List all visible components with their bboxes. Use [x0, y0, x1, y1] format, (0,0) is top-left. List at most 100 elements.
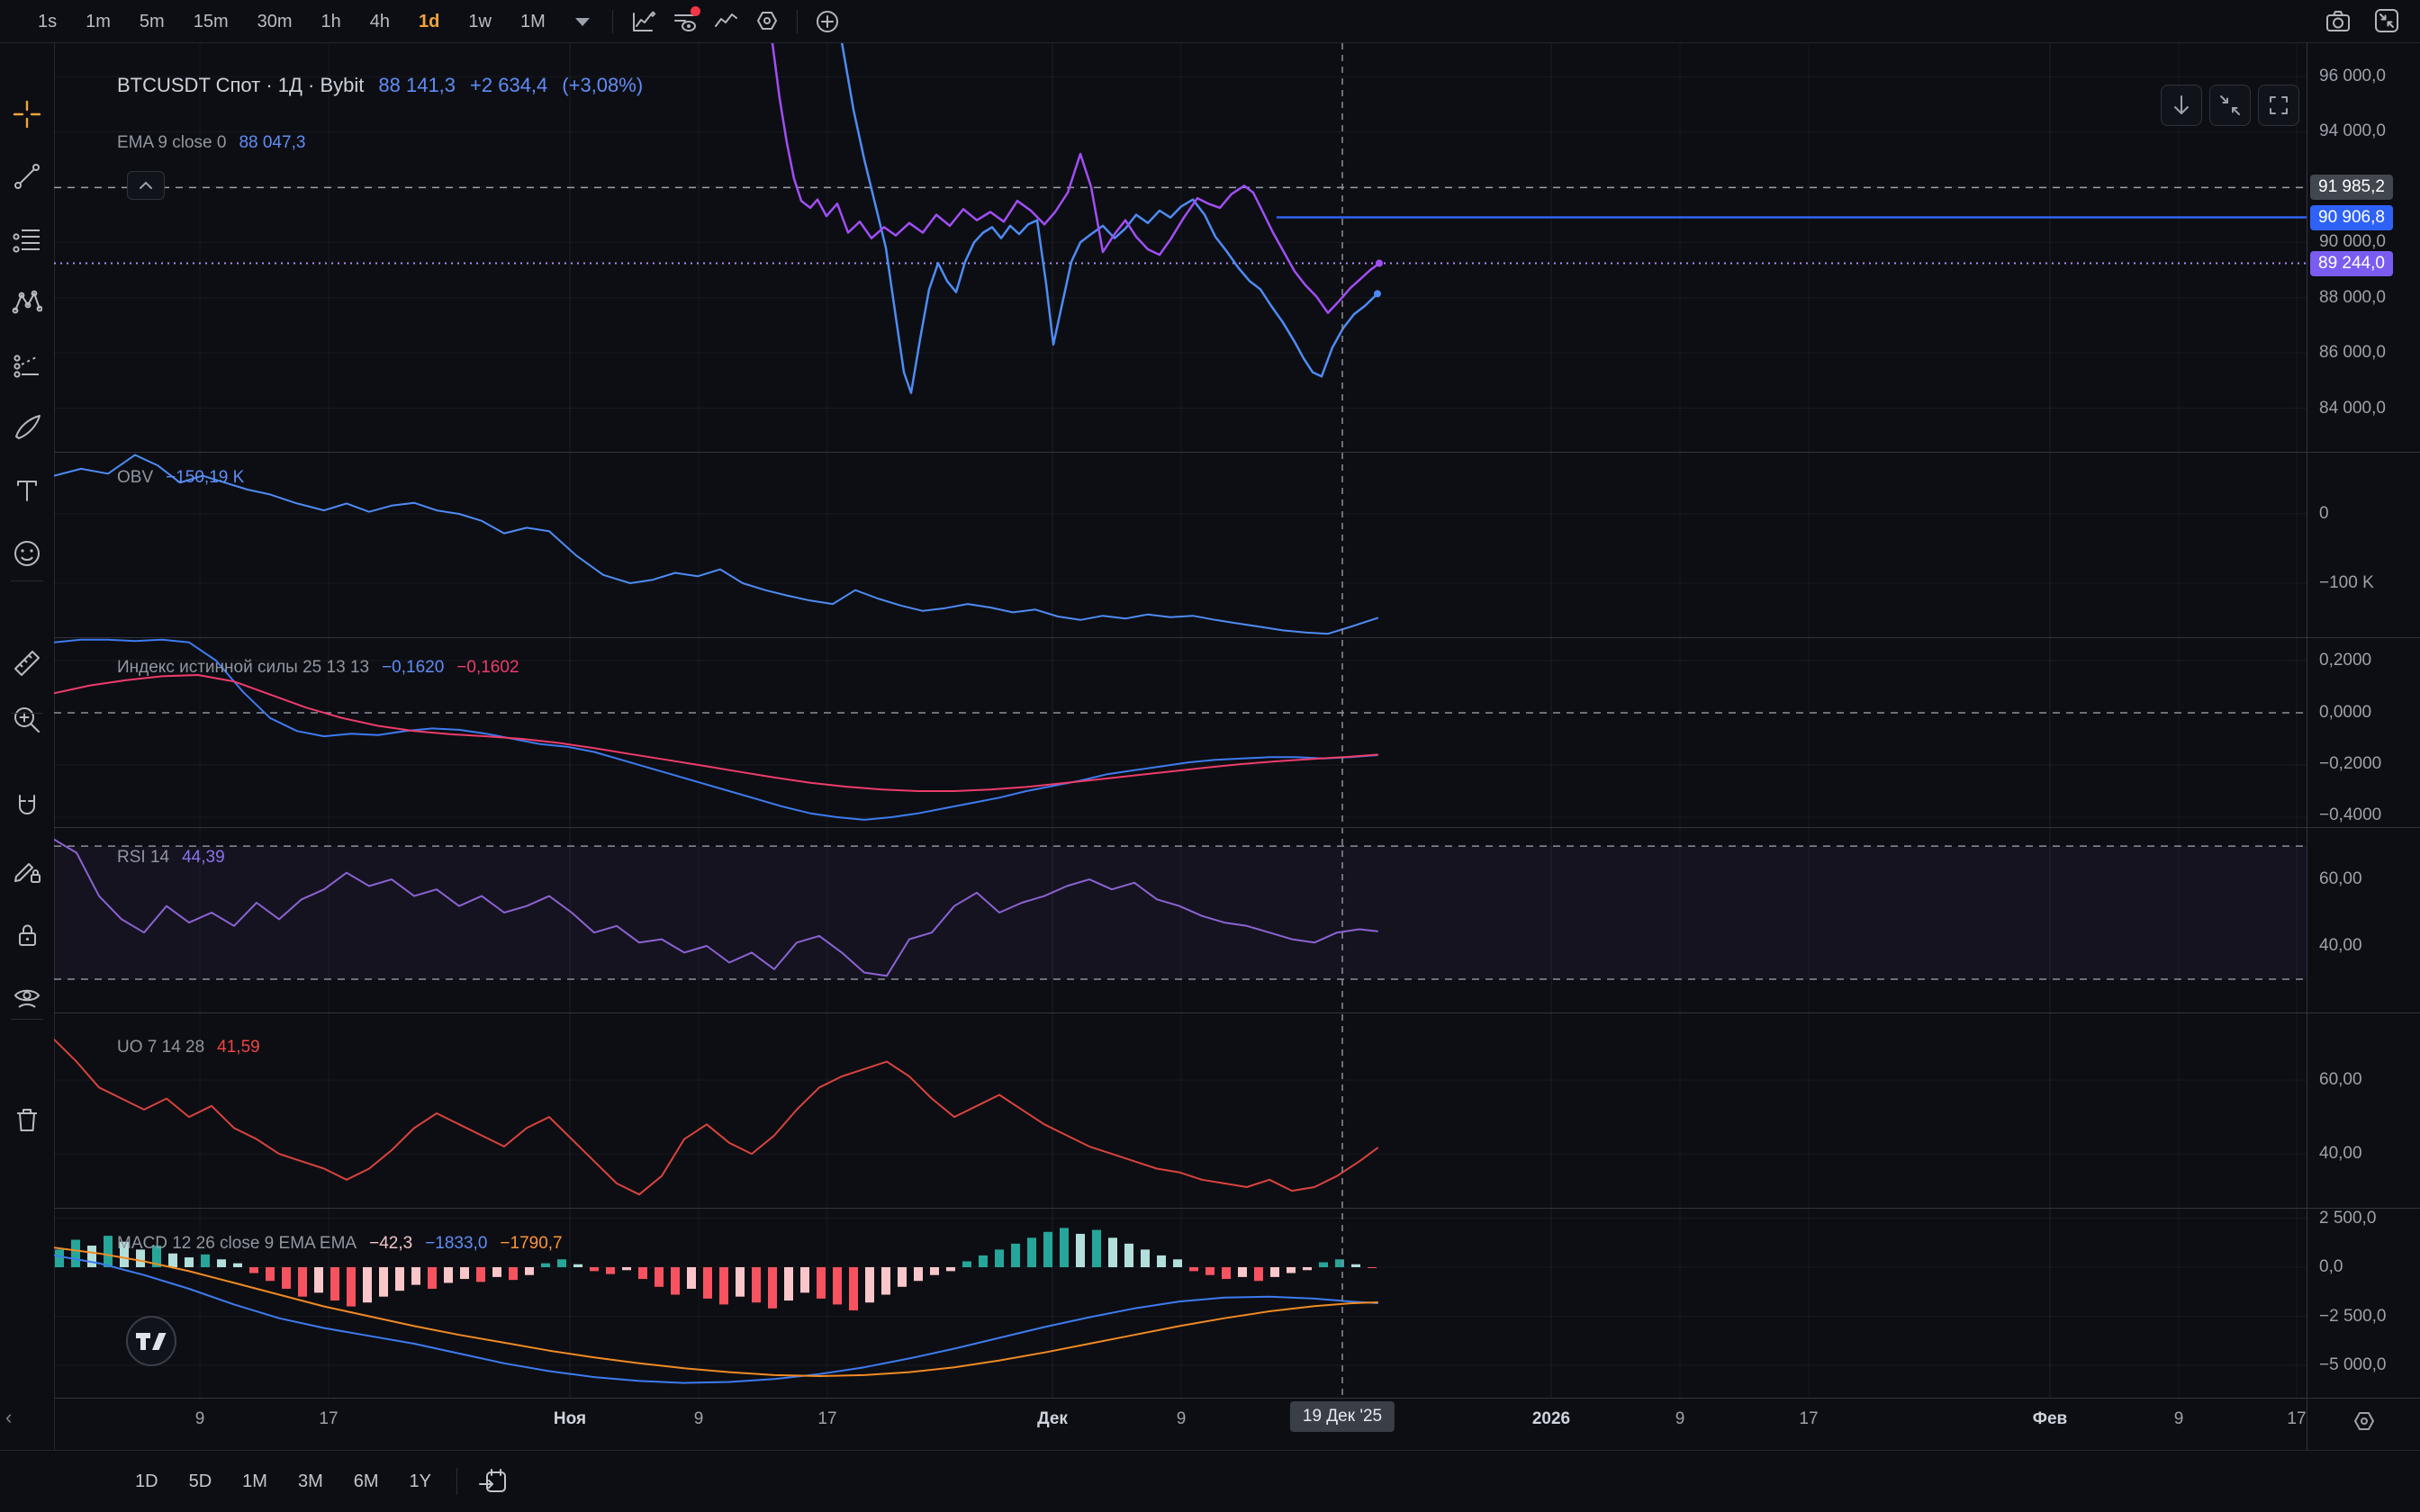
axis-settings-button[interactable] [2344, 1402, 2384, 1442]
axis-price-label: 88 000,0 [2319, 288, 2386, 307]
go-to-date-button[interactable] [472, 1463, 513, 1499]
indicators-button[interactable] [664, 4, 705, 40]
obv-label[interactable]: OBV [117, 468, 154, 487]
crosshair-tool[interactable] [12, 99, 42, 130]
ema-legend[interactable]: EMA 9 close 0 88 047,3 [117, 133, 305, 153]
add-symbol-button[interactable] [807, 4, 848, 40]
macd-label[interactable]: MACD 12 26 close 9 EMA EMA [117, 1234, 357, 1253]
timeframe-1s[interactable]: 1s [38, 11, 58, 32]
timeframe-5m[interactable]: 5m [139, 11, 165, 32]
timeframe-30m[interactable]: 30m [257, 11, 293, 32]
obv-legend[interactable]: OBV −150,19 K [117, 468, 244, 488]
time-axis-label: Ноя [553, 1409, 587, 1428]
symbol-title[interactable]: BTCUSDT Спот · 1Д · Bybit [117, 74, 365, 96]
zoom-in-icon [14, 707, 40, 733]
chart-style-button[interactable] [622, 4, 664, 40]
fib-retracement-tool[interactable] [12, 224, 42, 255]
brush-icon [15, 415, 41, 439]
go-to-date-icon [479, 1469, 507, 1492]
remove-all-tool[interactable] [12, 1104, 42, 1135]
magnet-tool[interactable] [12, 792, 42, 823]
pane-separator[interactable] [54, 452, 2420, 453]
timeframe-15m[interactable]: 15m [193, 11, 229, 32]
lock-all-tool[interactable] [12, 920, 42, 950]
range-5D[interactable]: 5D [188, 1472, 212, 1491]
date-range-group: 1D 5D 1M 3M 6M 1Y [124, 1463, 442, 1499]
ruler-tool[interactable] [12, 648, 42, 679]
range-1D[interactable]: 1D [135, 1472, 158, 1491]
rsi-value: 44,39 [182, 848, 225, 867]
maximize-pane-button[interactable] [2258, 85, 2299, 126]
range-3M[interactable]: 3M [297, 1472, 323, 1491]
ema-label[interactable]: EMA 9 close 0 [117, 133, 227, 152]
tradingview-logo-icon [126, 1316, 176, 1366]
text-icon [17, 481, 37, 501]
range-1M[interactable]: 1M [242, 1472, 267, 1491]
uo-label[interactable]: UO 7 14 28 [117, 1038, 205, 1057]
emoji-tool[interactable] [12, 538, 42, 569]
trend-line-tool[interactable] [12, 161, 42, 192]
magnet-icon [19, 795, 35, 814]
range-1Y[interactable]: 1Y [409, 1472, 432, 1491]
pane-separator[interactable] [54, 1012, 2420, 1013]
timeframe-1w[interactable]: 1w [468, 11, 492, 32]
axis-price-label: 60,00 [2319, 1070, 2362, 1089]
toolbar-divider [611, 9, 613, 33]
timeframe-group: 1s 1m 5m 15m 30m 1h 4h 1d 1w 1M [25, 4, 603, 40]
sidebar-divider [11, 580, 43, 581]
text-tool[interactable] [12, 475, 42, 506]
price-pane [54, 43, 2307, 409]
axis-price-label: 0 [2319, 504, 2329, 523]
hide-all-tool[interactable] [12, 982, 42, 1012]
timeframe-1h[interactable]: 1h [321, 11, 341, 32]
pane-separator[interactable] [54, 827, 2420, 828]
timeframe-4h[interactable]: 4h [369, 11, 391, 32]
axis-price-label: −0,2000 [2319, 754, 2382, 773]
minimize-chart-button[interactable] [2366, 3, 2407, 39]
macd-pane [54, 1217, 2307, 1384]
macd-legend[interactable]: MACD 12 26 close 9 EMA EMA −42,3 −1833,0… [117, 1234, 563, 1254]
timeframe-1m[interactable]: 1m [86, 11, 111, 32]
maximize-icon [2270, 96, 2288, 114]
axis-price-badge: 89 244,0 [2310, 251, 2393, 276]
gear-icon [2354, 1412, 2374, 1430]
timeframe-1d[interactable]: 1d [419, 11, 440, 32]
move-pane-down-button[interactable] [2161, 85, 2202, 126]
price-series-btcusdt-close [840, 43, 1379, 394]
time-axis-label: 9 [1675, 1409, 1685, 1428]
timeframe-dropdown-button[interactable] [562, 4, 603, 40]
tradingview-logo[interactable] [124, 1314, 178, 1372]
brush-tool[interactable] [12, 412, 42, 443]
rsi-label[interactable]: RSI 14 [117, 848, 170, 867]
chevron-up-icon [140, 181, 152, 189]
compare-button[interactable] [705, 4, 746, 40]
collapse-left-icon[interactable]: ‹ [5, 1406, 13, 1428]
xabcd-pattern-tool[interactable] [12, 287, 43, 318]
rsi-legend[interactable]: RSI 14 44,39 [117, 848, 225, 868]
pane-separator[interactable] [54, 637, 2420, 638]
axis-price-label: 40,00 [2319, 936, 2362, 955]
tsi-legend[interactable]: Индекс истинной силы 25 13 13 −0,1620 −0… [117, 658, 519, 678]
draw-lock-tool[interactable] [12, 854, 42, 885]
time-axis-label: 2026 [1531, 1409, 1571, 1428]
alert-button[interactable] [746, 4, 788, 40]
uo-legend[interactable]: UO 7 14 28 41,59 [117, 1038, 260, 1058]
range-6M[interactable]: 6M [353, 1472, 379, 1491]
pane-separator[interactable] [54, 1208, 2420, 1209]
time-axis-label: 9 [693, 1409, 704, 1428]
timeframe-1M[interactable]: 1M [519, 11, 546, 32]
tsi-series-tsi-signal [54, 674, 1378, 792]
time-axis-label: 17 [319, 1409, 339, 1428]
zoom-in-tool[interactable] [12, 705, 42, 735]
axis-price-badge: 91 985,2 [2310, 175, 2393, 200]
time-axis-label: Фев [2032, 1409, 2068, 1428]
tsi-label[interactable]: Индекс истинной силы 25 13 13 [117, 658, 370, 677]
projection-tool[interactable] [12, 349, 42, 380]
symbol-legend[interactable]: BTCUSDT Спот · 1Д · Bybit 88 141,3 +2 63… [117, 74, 643, 97]
collapse-legend-button[interactable] [127, 171, 165, 200]
screenshot-button[interactable] [2317, 3, 2359, 39]
pane-separator [54, 1398, 2420, 1399]
emoji-icon [14, 541, 40, 566]
collapse-pane-button[interactable] [2209, 85, 2251, 126]
